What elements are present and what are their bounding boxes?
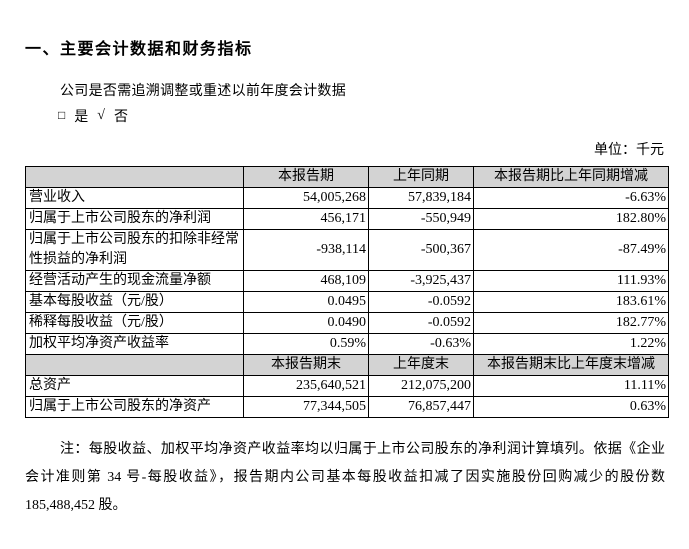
- col-header-change: 本报告期比上年同期增减: [473, 166, 669, 188]
- value-change: 0.63%: [473, 396, 669, 418]
- date-header-row: 本报告期末 上年度末 本报告期末比上年度末增减: [25, 354, 669, 376]
- table-row: 基本每股收益（元/股） 0.0495 -0.0592 183.61%: [25, 291, 669, 313]
- footnote-line-3: 185,488,452 股。: [25, 498, 127, 513]
- table-row: 归属于上市公司股东的扣除非经常性损益的净利润 -938,114 -500,367…: [25, 229, 669, 271]
- no-option-label: 否: [113, 110, 128, 125]
- value-change: 182.77%: [473, 312, 669, 334]
- value-prior: -500,367: [368, 229, 474, 271]
- financial-indicators-table: 本报告期 上年同期 本报告期比上年同期增减 营业收入 54,005,268 57…: [25, 166, 669, 418]
- value-change: -6.63%: [473, 187, 669, 209]
- row-label: 归属于上市公司股东的扣除非经常性损益的净利润: [25, 229, 244, 271]
- value-change: 183.61%: [473, 291, 669, 313]
- footnote-line-2: 会计准则第 34 号-每股收益》，报告期内公司基本每股收益扣减了因实施股份回购减…: [25, 470, 665, 485]
- value-change: -87.49%: [473, 229, 669, 271]
- table-row: 总资产 235,640,521 212,075,200 11.11%: [25, 375, 669, 397]
- value-prior: -0.0592: [368, 312, 474, 334]
- row-label: 营业收入: [25, 187, 244, 209]
- row-label: 稀释每股收益（元/股）: [25, 312, 244, 334]
- row-label: 归属于上市公司股东的净利润: [25, 208, 244, 230]
- restate-question: 公司是否需追溯调整或重述以前年度会计数据: [60, 84, 346, 99]
- checkmark-icon: √: [97, 108, 105, 123]
- period-header-row: 本报告期 上年同期 本报告期比上年同期增减: [25, 166, 669, 188]
- col-header-prior-year-end: 上年度末: [368, 354, 474, 376]
- value-current: 54,005,268: [243, 187, 369, 209]
- value-current: 0.0495: [243, 291, 369, 313]
- corner-cell: [25, 354, 244, 376]
- value-current: 77,344,505: [243, 396, 369, 418]
- value-change: 1.22%: [473, 333, 669, 355]
- value-prior: -3,925,437: [368, 270, 474, 292]
- checkbox-unchecked-icon: □: [58, 107, 66, 122]
- value-prior: -0.63%: [368, 333, 474, 355]
- restate-options: □ 是 √ 否: [58, 106, 128, 126]
- value-current: 456,171: [243, 208, 369, 230]
- corner-cell: [25, 166, 244, 188]
- row-label: 总资产: [25, 375, 244, 397]
- row-label: 归属于上市公司股东的净资产: [25, 396, 244, 418]
- table-row: 加权平均净资产收益率 0.59% -0.63% 1.22%: [25, 333, 669, 355]
- value-current: -938,114: [243, 229, 369, 271]
- table-row: 经营活动产生的现金流量净额 468,109 -3,925,437 111.93%: [25, 270, 669, 292]
- value-change: 11.11%: [473, 375, 669, 397]
- value-prior: -0.0592: [368, 291, 474, 313]
- yes-option-label: 是: [74, 110, 89, 125]
- value-change: 182.80%: [473, 208, 669, 230]
- value-current: 235,640,521: [243, 375, 369, 397]
- col-header-end-change: 本报告期末比上年度末增减: [473, 354, 669, 376]
- table-row: 营业收入 54,005,268 57,839,184 -6.63%: [25, 187, 669, 209]
- value-current: 0.59%: [243, 333, 369, 355]
- row-label: 加权平均净资产收益率: [25, 333, 244, 355]
- value-prior: -550,949: [368, 208, 474, 230]
- value-change: 111.93%: [473, 270, 669, 292]
- value-prior: 57,839,184: [368, 187, 474, 209]
- unit-label: 单位：千元: [594, 143, 664, 158]
- col-header-period-end: 本报告期末: [243, 354, 369, 376]
- row-label: 基本每股收益（元/股）: [25, 291, 244, 313]
- table-row: 稀释每股收益（元/股） 0.0490 -0.0592 182.77%: [25, 312, 669, 334]
- footnote: 注：每股收益、加权平均净资产收益率均以归属于上市公司股东的净利润计算填列。依据《…: [25, 436, 665, 520]
- footnote-line-1: 注：每股收益、加权平均净资产收益率均以归属于上市公司股东的净利润计算填列。依据《…: [60, 442, 665, 457]
- value-current: 0.0490: [243, 312, 369, 334]
- col-header-current-period: 本报告期: [243, 166, 369, 188]
- row-label: 经营活动产生的现金流量净额: [25, 270, 244, 292]
- value-current: 468,109: [243, 270, 369, 292]
- value-prior: 76,857,447: [368, 396, 474, 418]
- value-prior: 212,075,200: [368, 375, 474, 397]
- table-row: 归属于上市公司股东的净利润 456,171 -550,949 182.80%: [25, 208, 669, 230]
- table-row: 归属于上市公司股东的净资产 77,344,505 76,857,447 0.63…: [25, 396, 669, 418]
- col-header-prior-period: 上年同期: [368, 166, 474, 188]
- section-title: 一、主要会计数据和财务指标: [25, 41, 253, 58]
